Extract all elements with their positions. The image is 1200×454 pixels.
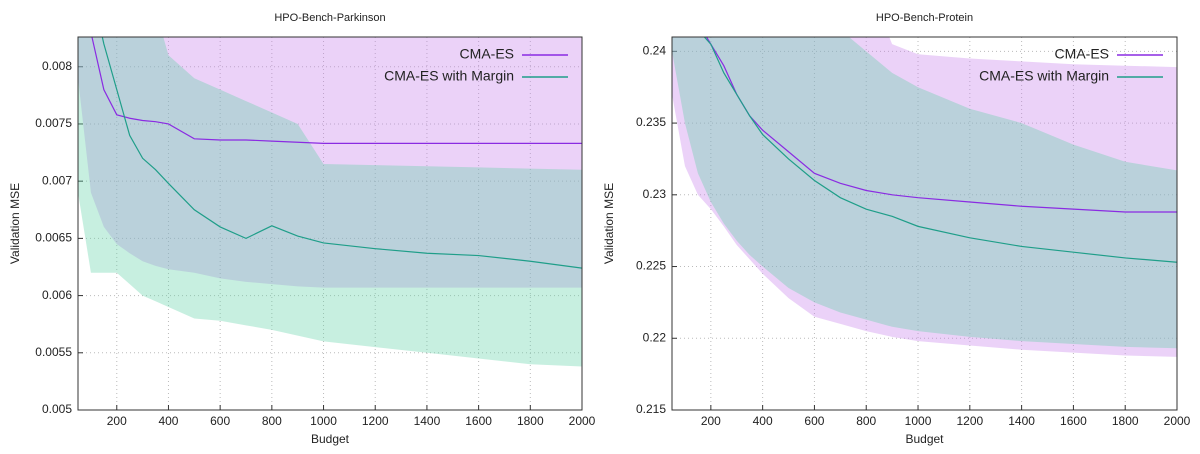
x-tick-label: 1200 xyxy=(362,414,389,428)
x-tick-label: 600 xyxy=(804,414,824,428)
y-axis-label: Validation MSE xyxy=(602,183,616,264)
y-tick-label: 0.0065 xyxy=(35,231,72,245)
band xyxy=(672,37,1177,357)
band xyxy=(78,37,582,367)
line xyxy=(91,37,582,145)
y-tick-label: 0.008 xyxy=(42,59,72,73)
y-tick-label: 0.007 xyxy=(42,173,72,187)
y-tick-label: 0.23 xyxy=(643,187,667,201)
x-tick-label: 1200 xyxy=(956,414,983,428)
x-tick-label: 1600 xyxy=(465,414,492,428)
x-tick-label: 200 xyxy=(107,414,127,428)
subplot: HPO-Bench-Protein Budget Validation MSE 0.2… xyxy=(602,12,1191,446)
legend-label: CMA-ES xyxy=(460,46,514,62)
band xyxy=(672,37,1177,349)
x-tick-label: 1800 xyxy=(1112,414,1139,428)
x-tick-label: 800 xyxy=(856,414,876,428)
x-axis-label: Budget xyxy=(905,432,944,446)
y-tick-label: 0.006 xyxy=(42,288,72,302)
subplot: HPO-Bench-Parkinson Budget Validation MSE 0… xyxy=(8,12,596,446)
y-tick-label: 0.0055 xyxy=(35,345,72,359)
x-tick-label: 600 xyxy=(210,414,230,428)
line xyxy=(703,37,1177,263)
x-tick-label: 1400 xyxy=(1008,414,1035,428)
x-tick-label: 1400 xyxy=(414,414,441,428)
y-tick-label: 0.22 xyxy=(643,330,667,344)
x-tick-label: 400 xyxy=(753,414,773,428)
y-tick-label: 0.0075 xyxy=(35,116,72,130)
line xyxy=(101,37,582,269)
x-tick-label: 2000 xyxy=(1164,414,1191,428)
chart-title: HPO-Bench-Protein xyxy=(876,12,973,24)
y-tick-label: 0.225 xyxy=(636,259,666,273)
x-tick-label: 200 xyxy=(701,414,721,428)
legend-label: CMA-ES with Margin xyxy=(384,68,514,84)
y-tick-label: 0.24 xyxy=(643,44,667,58)
band xyxy=(78,37,582,288)
x-tick-label: 1800 xyxy=(517,414,544,428)
x-tick-label: 400 xyxy=(158,414,178,428)
x-tick-label: 2000 xyxy=(569,414,596,428)
plot-frame xyxy=(77,36,583,411)
x-tick-label: 800 xyxy=(262,414,282,428)
x-tick-label: 1600 xyxy=(1060,414,1087,428)
y-axis-label: Validation MSE xyxy=(8,183,22,264)
legend-label: CMA-ES with Margin xyxy=(979,68,1109,84)
x-axis-label: Budget xyxy=(311,432,350,446)
legend-label: CMA-ES xyxy=(1055,46,1109,62)
chart-title: HPO-Bench-Parkinson xyxy=(274,12,385,24)
plot-frame xyxy=(671,36,1178,411)
y-tick-label: 0.215 xyxy=(636,402,666,416)
x-tick-label: 1000 xyxy=(905,414,932,428)
y-tick-label: 0.235 xyxy=(636,115,666,129)
x-tick-label: 1000 xyxy=(310,414,337,428)
y-tick-label: 0.005 xyxy=(42,402,72,416)
